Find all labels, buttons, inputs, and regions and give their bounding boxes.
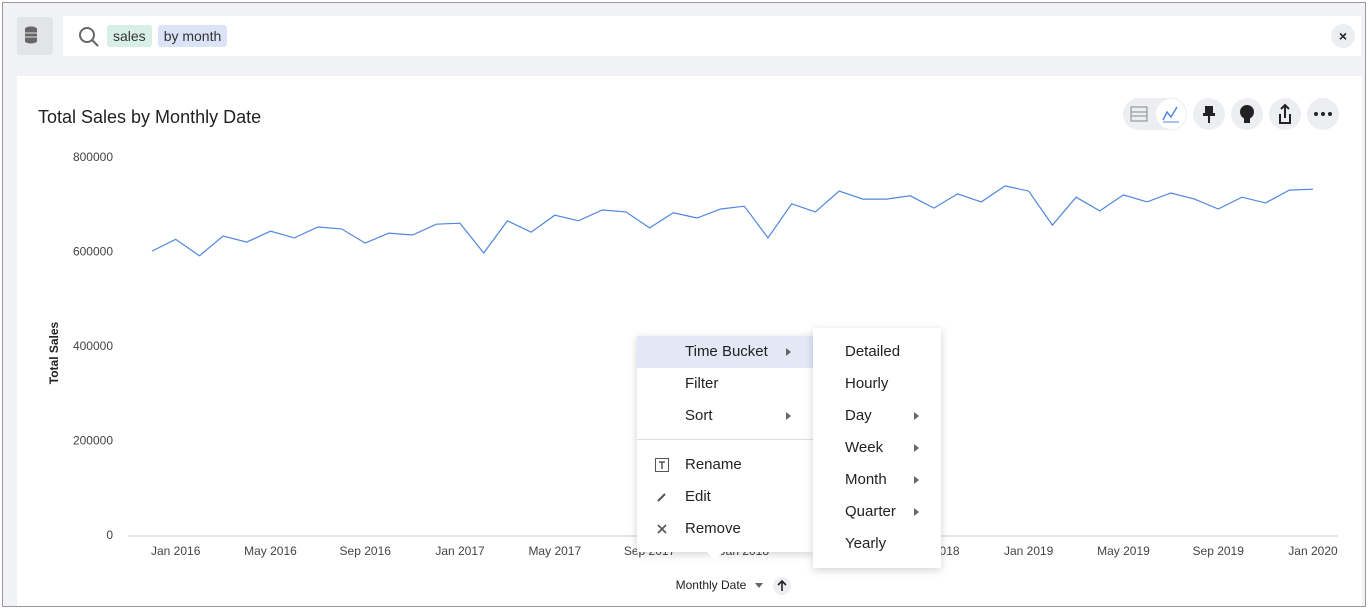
menu-item[interactable]: Month (813, 464, 941, 496)
x-axis-dropdown[interactable] (755, 583, 763, 588)
more-button[interactable] (1307, 98, 1339, 130)
y-tick-label: 800000 (73, 150, 113, 164)
menu-item-label: Time Bucket (685, 343, 768, 360)
menu-item-label: Day (845, 407, 872, 424)
menu-item-label: Sort (685, 407, 713, 424)
x-tick-label: Jan 2019 (1004, 544, 1054, 558)
menu-item-label: Remove (685, 520, 741, 537)
y-tick-label: 400000 (73, 339, 113, 353)
menu-item-label: Month (845, 471, 887, 488)
menu-item[interactable]: Yearly (813, 528, 941, 560)
search-token[interactable]: sales (107, 25, 152, 47)
menu-item-label: Rename (685, 456, 742, 473)
menu-item[interactable]: Rename (637, 449, 813, 481)
submenu-arrow (914, 508, 919, 516)
x-tick-label: Jan 2016 (151, 544, 201, 558)
menu-item[interactable]: Filter (637, 368, 813, 400)
y-tick-label: 600000 (73, 245, 113, 259)
menu-item[interactable]: Sort (637, 400, 813, 432)
search-bar[interactable]: sales by month × (63, 16, 1361, 56)
x-tick-label: Jan 2017 (435, 544, 485, 558)
view-toggle[interactable] (1123, 98, 1187, 130)
menu-item-label: Yearly (845, 535, 887, 552)
y-tick-label: 200000 (73, 434, 113, 448)
menu-item-label: Filter (685, 375, 719, 392)
menu-caret (707, 552, 723, 560)
menu-item-label: Quarter (845, 503, 896, 520)
clear-search[interactable]: × (1331, 24, 1355, 48)
share-button[interactable] (1269, 98, 1301, 130)
search-icon (79, 27, 99, 47)
menu-item[interactable]: Hourly (813, 368, 941, 400)
menu-item[interactable]: Remove (637, 513, 813, 545)
menu-item[interactable]: Day (813, 400, 941, 432)
menu-item[interactable]: Quarter (813, 496, 941, 528)
x-tick-label: May 2019 (1097, 544, 1150, 558)
edit-icon (657, 493, 666, 502)
menu-item-label: Week (845, 439, 884, 456)
submenu-arrow (786, 412, 791, 420)
x-tick-label: May 2016 (244, 544, 297, 558)
menu-item-label: Edit (685, 488, 711, 505)
submenu-arrow (914, 444, 919, 452)
menu-item-label: Detailed (845, 343, 901, 360)
menu-item-label: Hourly (845, 375, 889, 392)
menu-item[interactable]: Edit (637, 481, 813, 513)
x-tick-label: Sep 2019 (1193, 544, 1245, 558)
chart-title: Total Sales by Monthly Date (38, 107, 262, 127)
search-token[interactable]: by month (157, 25, 228, 47)
menu-item[interactable]: Time Bucket (637, 336, 813, 368)
y-axis-title: Total Sales (47, 321, 61, 384)
x-tick-label: Sep 2016 (340, 544, 392, 558)
search-tokens: sales by month (107, 25, 233, 47)
context-menu: Time Bucket Filter Sort Rename Edit Remo… (637, 336, 813, 560)
remove-icon (657, 524, 667, 534)
insight-button[interactable] (1231, 98, 1263, 130)
data-line (151, 185, 1314, 257)
y-tick-label: 0 (106, 528, 113, 542)
submenu-arrow (914, 476, 919, 484)
submenu: Detailed Hourly Day Week Month Quarter Y… (813, 328, 941, 568)
x-axis-title[interactable]: Monthly Date (676, 578, 747, 592)
rename-icon (655, 458, 669, 472)
x-tick-label: Jan 2020 (1288, 544, 1338, 558)
database-icon (25, 26, 37, 44)
data-source-button[interactable] (17, 17, 53, 55)
sort-arrow-icon (777, 579, 787, 591)
view-toggle-icons (1130, 99, 1186, 129)
menu-item[interactable]: Detailed (813, 336, 941, 368)
submenu-arrow (786, 348, 791, 356)
menu-item[interactable]: Week (813, 432, 941, 464)
menu-separator (637, 439, 813, 440)
x-tick-label: May 2017 (528, 544, 581, 558)
pin-button[interactable] (1193, 98, 1225, 130)
submenu-arrow (914, 412, 919, 420)
